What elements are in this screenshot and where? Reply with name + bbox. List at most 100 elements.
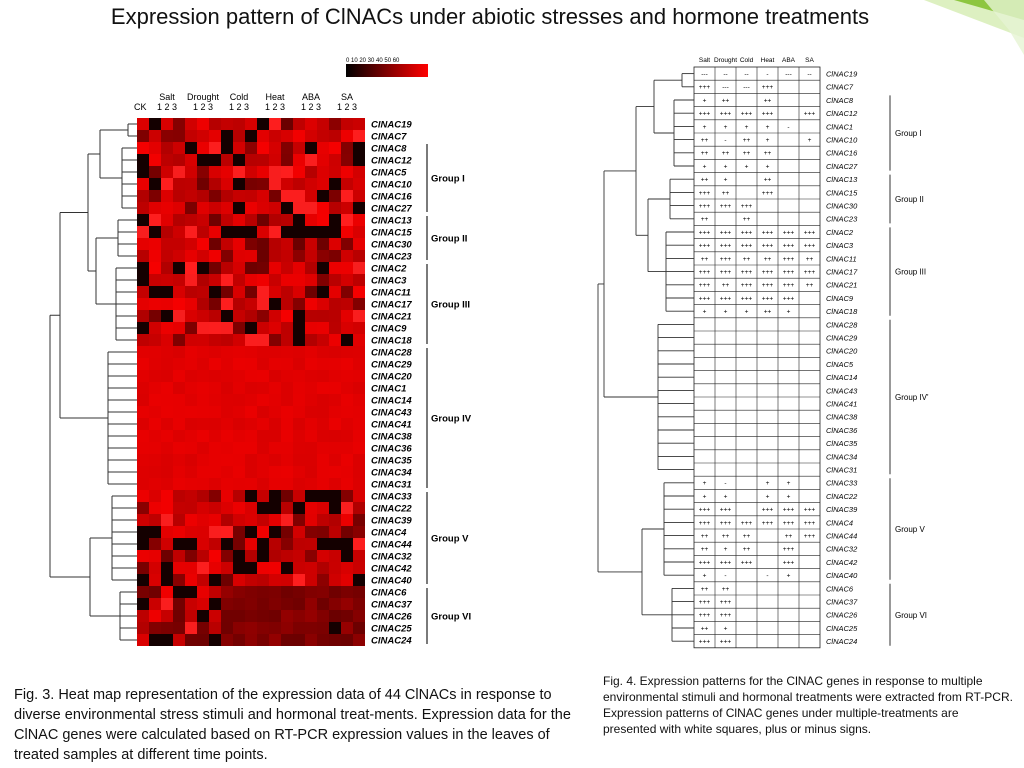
fig4-cell-value: +++ — [783, 282, 795, 289]
heatmap-cell — [185, 610, 197, 622]
heatmap-cell — [137, 310, 149, 322]
heatmap-cell — [137, 550, 149, 562]
heatmap-cell — [281, 586, 293, 598]
heatmap-cell — [161, 250, 173, 262]
heatmap-cell — [137, 490, 149, 502]
heatmap-cell — [329, 634, 341, 646]
heatmap-cell — [161, 238, 173, 250]
heatmap-cell — [149, 310, 161, 322]
heatmap-cell — [317, 550, 329, 562]
fig4-gene-label: ClNAC28 — [826, 320, 858, 329]
fig3-group-label: Group III — [431, 300, 470, 311]
heatmap-cell — [161, 526, 173, 538]
fig4-cell-value: +++ — [699, 269, 711, 276]
heatmap-cell — [353, 142, 365, 154]
heatmap-cell — [245, 142, 257, 154]
heatmap-cell — [245, 526, 257, 538]
fig4-gene-label: ClNAC29 — [826, 334, 858, 343]
heatmap-cell — [233, 130, 245, 142]
fig3-gene-label: ClNAC41 — [371, 420, 412, 431]
heatmap-cell — [233, 550, 245, 562]
heatmap-cell — [269, 598, 281, 610]
heatmap-cell — [317, 622, 329, 634]
heatmap-cell — [173, 154, 185, 166]
fig3-gene-label: ClNAC44 — [371, 540, 412, 551]
heatmap-cell — [353, 514, 365, 526]
fig4-cell-value: + — [787, 573, 791, 580]
heatmap-cell — [149, 574, 161, 586]
fig4-cell-value: ++ — [701, 137, 709, 144]
fig4-cell-value: +++ — [804, 533, 816, 540]
fig4-group-label: Group V — [895, 525, 925, 534]
heatmap-cell — [329, 466, 341, 478]
fig4-group-label: Group IV' — [895, 393, 929, 402]
heatmap-cell — [173, 394, 185, 406]
heatmap-cell — [269, 634, 281, 646]
heatmap-cell — [293, 310, 305, 322]
heatmap-cell — [149, 286, 161, 298]
fig4-cell-value: ++ — [701, 150, 709, 157]
heatmap-cell — [197, 466, 209, 478]
heatmap-cell — [221, 526, 233, 538]
heatmap-cell — [269, 370, 281, 382]
fig3-gene-label: ClNAC2 — [371, 264, 407, 275]
heatmap-cell — [245, 466, 257, 478]
heatmap-cell — [173, 622, 185, 634]
color-scale-ticks: 0 10 20 30 40 50 60 — [346, 58, 400, 64]
heatmap-cell — [137, 634, 149, 646]
heatmap-cell — [137, 214, 149, 226]
fig4-cell-value: +++ — [783, 295, 795, 302]
heatmap-cell — [341, 166, 353, 178]
heatmap-cell — [281, 490, 293, 502]
heatmap-cell — [185, 502, 197, 514]
heatmap-cell — [209, 202, 221, 214]
heatmap-cell — [209, 394, 221, 406]
heatmap-cell — [185, 190, 197, 202]
heatmap-cell — [209, 226, 221, 238]
heatmap-cell — [245, 394, 257, 406]
heatmap-cell — [245, 610, 257, 622]
heatmap-cell — [353, 166, 365, 178]
fig4-cell-value: ++ — [722, 586, 730, 593]
fig4-cell-value: + — [766, 124, 770, 131]
heatmap-cell — [269, 610, 281, 622]
fig4-gene-label: ClNAC26 — [826, 611, 858, 620]
fig4-cell-value: ++ — [764, 256, 772, 263]
heatmap-cell — [281, 154, 293, 166]
heatmap-cell — [269, 466, 281, 478]
heatmap-cell — [341, 466, 353, 478]
heatmap-cell — [149, 370, 161, 382]
heatmap-cell — [269, 178, 281, 190]
heatmap-cell — [209, 514, 221, 526]
fig3-gene-label: ClNAC1 — [371, 384, 406, 395]
fig3-gene-label: ClNAC34 — [371, 468, 412, 479]
heatmap-cell — [161, 214, 173, 226]
heatmap-cell — [257, 382, 269, 394]
heatmap-cell — [149, 118, 161, 130]
heatmap-cell — [173, 514, 185, 526]
heatmap-cell — [137, 142, 149, 154]
heatmap-cell — [185, 298, 197, 310]
heatmap-cell — [197, 190, 209, 202]
heatmap-cell — [233, 166, 245, 178]
fig4-cell-value: ++ — [722, 150, 730, 157]
fig4-gene-label: ClNAC10 — [826, 136, 858, 145]
heatmap-cell — [197, 454, 209, 466]
heatmap-cell — [197, 634, 209, 646]
heatmap-cell — [305, 622, 317, 634]
heatmap-cell — [209, 298, 221, 310]
fig4-gene-label: ClNAC5 — [826, 360, 854, 369]
heatmap-cell — [353, 382, 365, 394]
color-scale-bar — [346, 64, 428, 77]
heatmap-cell — [305, 118, 317, 130]
heatmap-cell — [173, 202, 185, 214]
heatmap-cell — [221, 466, 233, 478]
heatmap-cell — [293, 118, 305, 130]
heatmap-cell — [269, 166, 281, 178]
fig4-cell-value: +++ — [720, 229, 732, 236]
heatmap-cell — [257, 142, 269, 154]
heatmap-cell — [269, 526, 281, 538]
heatmap-cell — [353, 118, 365, 130]
fig4-gene-label: ClNAC25 — [826, 624, 858, 633]
heatmap-cell — [341, 262, 353, 274]
